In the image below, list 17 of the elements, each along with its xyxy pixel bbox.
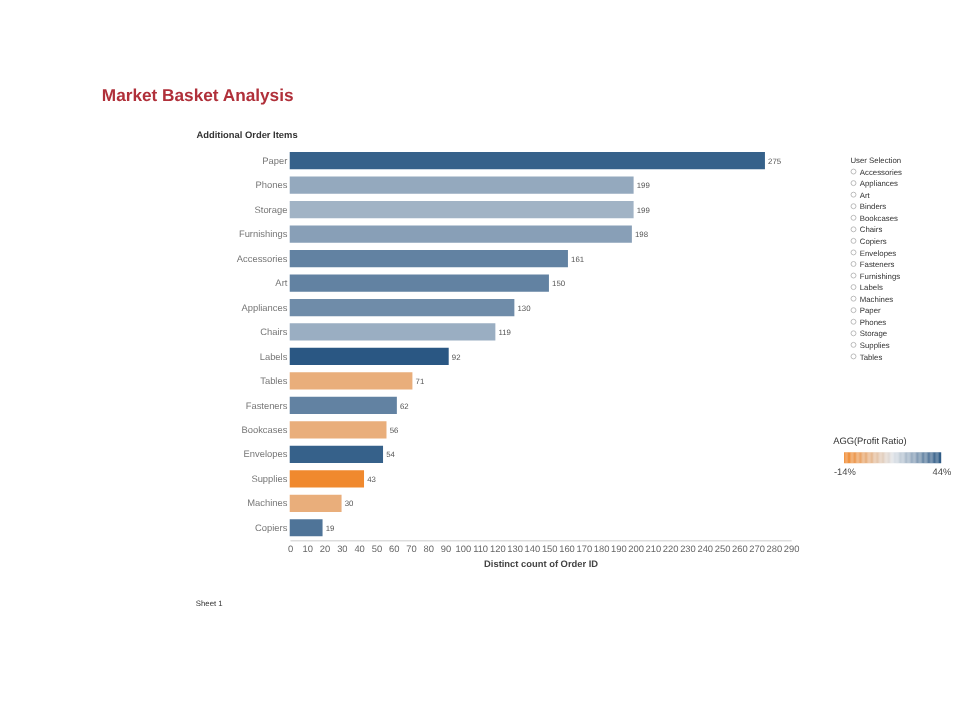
bar <box>289 494 342 512</box>
bar <box>289 421 387 439</box>
bar <box>289 298 515 317</box>
bar <box>289 274 549 292</box>
bar <box>289 372 413 390</box>
bar <box>289 201 634 219</box>
bar <box>289 445 384 463</box>
bar <box>289 396 397 414</box>
chart-title: Market Basket Analysis <box>101 85 294 106</box>
bar <box>289 176 634 194</box>
bar <box>289 249 568 268</box>
bar <box>289 519 323 537</box>
bar <box>289 323 496 341</box>
bar <box>289 470 365 488</box>
bar <box>289 347 449 366</box>
bar <box>289 152 765 170</box>
bar <box>289 225 632 243</box>
